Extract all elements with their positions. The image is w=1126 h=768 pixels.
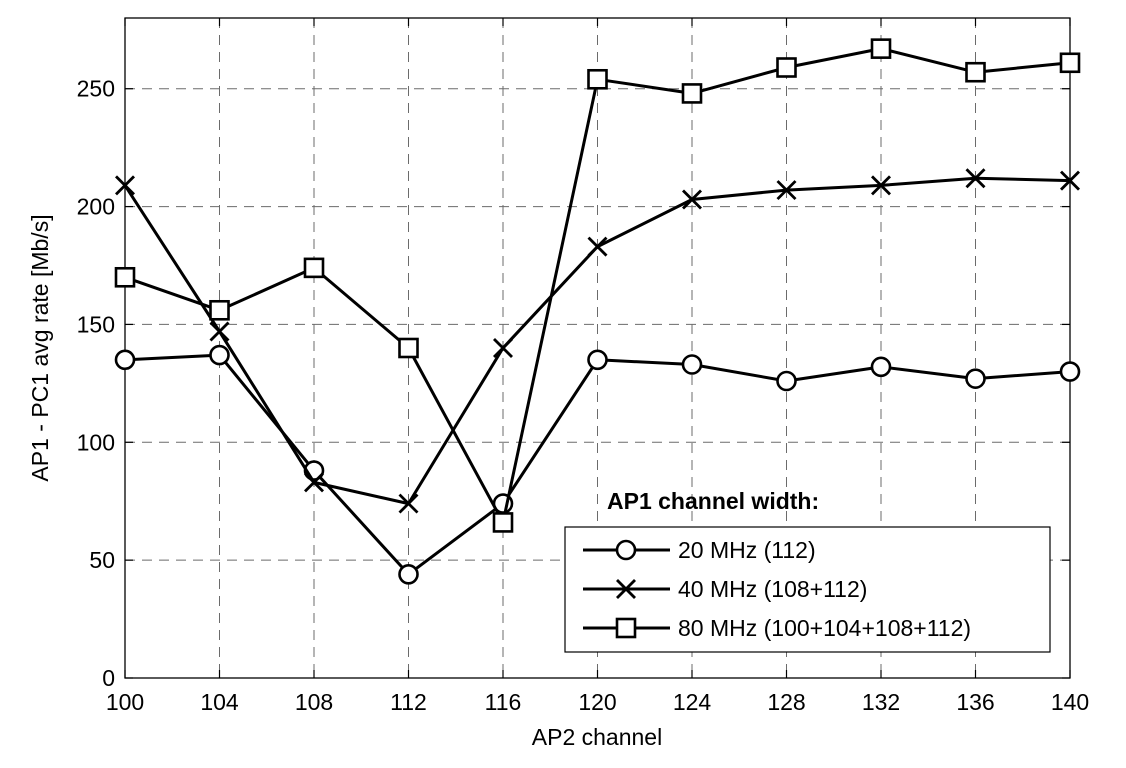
legend-entry: 40 MHz (108+112)	[583, 576, 867, 602]
data-point	[870, 356, 892, 378]
data-point	[776, 180, 797, 201]
data-point	[1060, 170, 1080, 191]
y-tick-label: 250	[77, 76, 115, 102]
y-tick-label: 200	[77, 194, 115, 220]
data-point	[114, 349, 136, 371]
y-tick-label: 100	[77, 429, 115, 455]
data-point	[587, 68, 608, 90]
data-point	[681, 83, 703, 104]
legend-label: 20 MHz (112)	[678, 537, 816, 563]
series-x	[115, 168, 1080, 514]
data-point	[115, 175, 135, 196]
x-tick-label: 100	[106, 689, 144, 715]
data-point	[870, 38, 892, 59]
data-point	[776, 57, 797, 78]
data-point	[398, 493, 419, 514]
legend-label: 40 MHz (108+112)	[678, 576, 867, 602]
x-tick-label: 112	[390, 689, 427, 715]
x-tick-label: 124	[673, 689, 712, 715]
data-point	[682, 189, 702, 210]
x-tick-label: 128	[767, 689, 805, 715]
data-point	[965, 61, 986, 83]
data-point	[965, 368, 986, 389]
legend: AP1 channel width: 20 MHz (112) 40 MHz (1…	[564, 488, 1051, 653]
axis-ticks: 100 104 108 112 116 120 124 128 132 136 140 0 50 100 1…	[77, 18, 1089, 715]
grid	[125, 18, 1070, 678]
data-point	[209, 344, 230, 366]
data-point	[398, 563, 419, 585]
legend-marker	[615, 539, 637, 561]
data-point	[493, 338, 513, 358]
legend-entry: 20 MHz (112)	[583, 537, 816, 563]
legend-label: 80 MHz (100+104+108+112)	[678, 615, 971, 641]
data-point	[303, 257, 325, 279]
data-point	[965, 168, 986, 189]
data-point	[776, 370, 797, 392]
data-point	[871, 175, 891, 196]
x-tick-label: 108	[295, 689, 333, 715]
x-tick-label: 116	[485, 689, 522, 715]
legend-entries: 20 MHz (112) 40 MHz (108+112) 80 MHz (100+…	[583, 537, 971, 641]
series	[114, 38, 1081, 585]
y-axis-label: AP1 - PC1 avg rate [Mb/s]	[27, 214, 53, 481]
x-axis-label: AP2 channel	[532, 724, 662, 750]
data-point	[587, 349, 608, 371]
data-point	[304, 472, 324, 493]
x-tick-label: 132	[862, 689, 900, 715]
y-tick-label: 0	[102, 665, 115, 691]
legend-marker	[616, 579, 636, 599]
y-tick-label: 50	[89, 547, 115, 573]
y-tick-label: 150	[77, 311, 115, 337]
data-point	[1059, 52, 1081, 74]
data-point	[1059, 361, 1081, 382]
legend-marker	[615, 617, 637, 639]
x-tick-label: 120	[578, 689, 616, 715]
data-point	[209, 321, 230, 342]
data-point	[114, 266, 136, 288]
legend-title: AP1 channel width:	[607, 488, 819, 514]
data-point	[209, 299, 230, 321]
data-point	[681, 354, 703, 375]
legend-entry: 80 MHz (100+104+108+112)	[583, 615, 971, 641]
data-point	[492, 512, 514, 533]
x-tick-label: 140	[1051, 689, 1089, 715]
data-point	[398, 337, 419, 359]
data-point	[587, 236, 608, 257]
x-tick-label: 104	[200, 689, 239, 715]
x-tick-label: 136	[956, 689, 994, 715]
series-square	[114, 38, 1081, 533]
